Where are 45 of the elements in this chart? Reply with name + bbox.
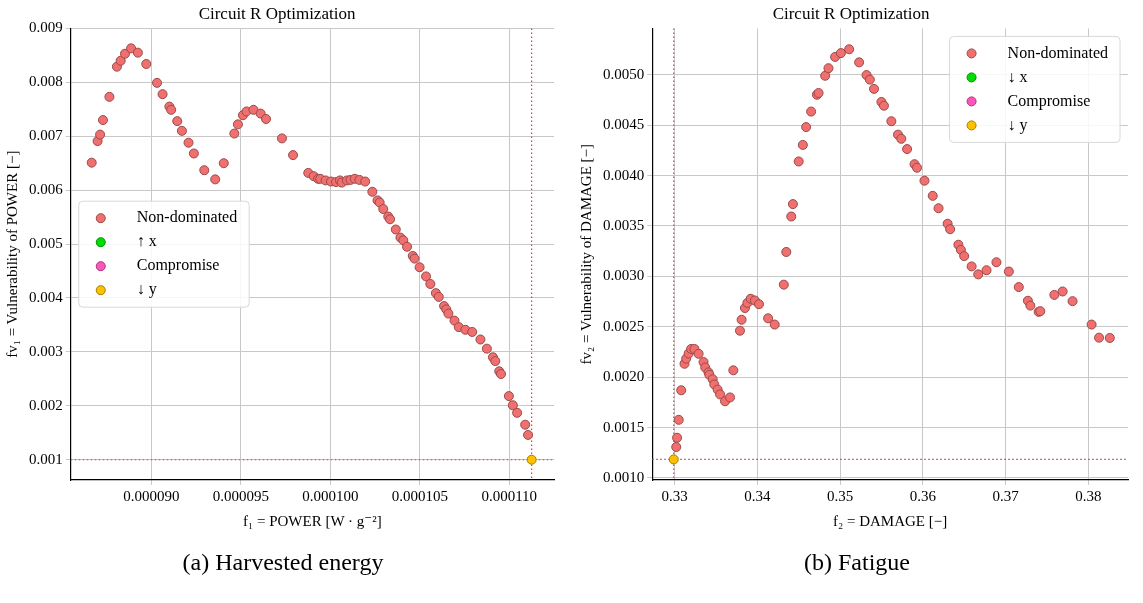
x-tick-label: 0.36 <box>909 487 937 504</box>
y-axis-title: fv₁ = Vulnerability of POWER [−] <box>3 150 20 358</box>
y-tick-label: 0.006 <box>29 181 64 198</box>
x-tick-label: 0.000110 <box>481 487 538 504</box>
y-tick-label: 0.0045 <box>603 116 645 133</box>
x-tick-label: 0.35 <box>826 487 854 504</box>
y-tick-label: 0.0020 <box>603 368 645 385</box>
y-tick-label: 0.0040 <box>603 166 645 183</box>
y-tick-label: 0.003 <box>29 342 63 359</box>
y-tick-label: 0.0025 <box>603 317 645 334</box>
legend-label: ↑ x <box>136 232 157 250</box>
legend-label: Compromise <box>1007 91 1091 110</box>
text: (a) Harvested energy <box>181 549 385 576</box>
y-tick-label: 0.0050 <box>603 65 645 82</box>
legend-label: ↓ y <box>1007 115 1028 134</box>
x-tick-label: 0.000090 <box>123 487 180 504</box>
legend-label: Non-dominated <box>136 208 238 226</box>
y-axis-title: fv₂ = Vulnerability of DAMAGE [−] <box>577 143 594 365</box>
x-tick-label: 0.37 <box>992 487 1020 504</box>
legend-label: ↓ y <box>136 280 157 299</box>
chart-title: Circuit R Optimization <box>198 3 356 23</box>
chart-title: Circuit R Optimization <box>772 3 930 23</box>
y-tick-label: 0.009 <box>29 19 63 36</box>
legend-label: Compromise <box>136 256 220 275</box>
y-tick-label: 0.004 <box>29 288 64 305</box>
y-tick-label: 0.007 <box>29 127 64 144</box>
y-tick-label: 0.002 <box>29 396 63 413</box>
x-tick-label: 0.34 <box>744 487 771 504</box>
x-tick-label: 0.000100 <box>302 487 359 504</box>
x-tick-label: 0.33 <box>661 487 688 504</box>
y-tick-label: 0.001 <box>29 450 63 467</box>
x-tick-label: 0.38 <box>1075 487 1102 504</box>
y-tick-label: 0.0035 <box>603 216 645 233</box>
legend-label: ↓ x <box>1007 67 1028 85</box>
x-tick-label: 0.000095 <box>212 487 269 504</box>
x-axis-title: f₂ = DAMAGE [−] <box>833 512 948 529</box>
y-tick-label: 0.008 <box>29 73 63 90</box>
y-tick-label: 0.0030 <box>603 267 645 284</box>
y-tick-label: 0.0010 <box>603 468 645 485</box>
y-tick-label: 0.005 <box>29 235 63 251</box>
legend-label: Non-dominated <box>1007 43 1108 61</box>
y-tick-label: 0.0015 <box>603 418 645 435</box>
x-tick-label: 0.000105 <box>391 487 448 504</box>
x-axis-title: f₁ = POWER [W · g⁻²] <box>243 512 382 529</box>
text: (b) Fatigue <box>803 549 911 576</box>
